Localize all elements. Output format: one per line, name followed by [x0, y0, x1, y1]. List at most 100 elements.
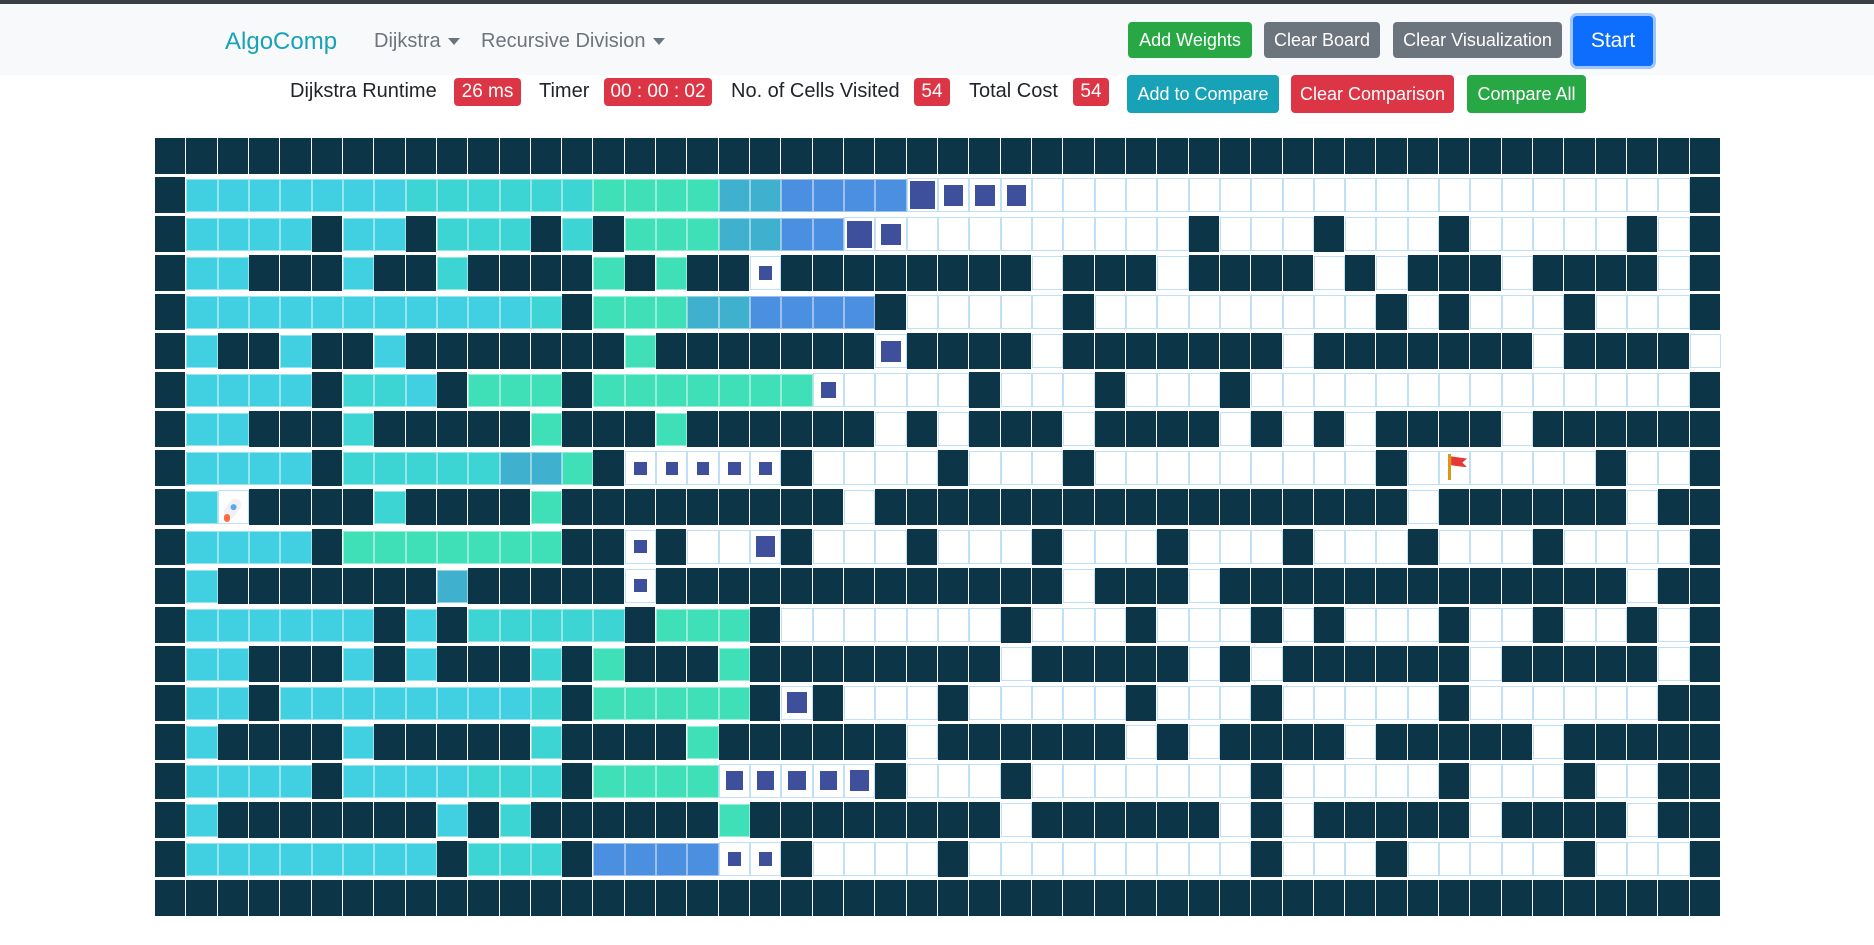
visited-cell[interactable]	[374, 452, 406, 486]
wall-cell[interactable]	[812, 255, 844, 292]
grid-cell[interactable]	[1031, 256, 1064, 291]
wall-cell[interactable]	[155, 762, 186, 799]
visited-cell[interactable]	[374, 335, 406, 369]
wall-cell[interactable]	[844, 723, 875, 760]
grid-cell[interactable]	[1188, 568, 1220, 603]
frontier-cell[interactable]	[634, 539, 647, 554]
grid-cell[interactable]	[1407, 217, 1440, 252]
wall-cell[interactable]	[405, 138, 436, 175]
grid-cell[interactable]	[969, 607, 1001, 642]
wall-cell[interactable]	[1689, 567, 1720, 604]
visited-cell[interactable]	[624, 335, 657, 369]
visited-cell[interactable]	[342, 530, 375, 564]
wall-cell[interactable]	[1063, 645, 1094, 682]
grid-cell[interactable]	[969, 295, 1001, 330]
wall-cell[interactable]	[1470, 723, 1501, 760]
grid-cell[interactable]	[1470, 841, 1502, 876]
grid-cell[interactable]	[1219, 607, 1252, 642]
wall-cell[interactable]	[1407, 255, 1439, 292]
grid-cell[interactable]	[1094, 178, 1126, 213]
grid-cell[interactable]	[1313, 256, 1346, 291]
visited-cell[interactable]	[280, 179, 312, 213]
visited-cell[interactable]	[186, 686, 218, 720]
grid-cell[interactable]	[1658, 607, 1690, 642]
grid-cell[interactable]	[1595, 685, 1628, 720]
visited-cell[interactable]	[342, 725, 375, 759]
visited-cell[interactable]	[436, 569, 469, 603]
wall-cell[interactable]	[155, 528, 186, 565]
grid-cell[interactable]	[1094, 217, 1126, 252]
wall-cell[interactable]	[1627, 255, 1658, 292]
visited-cell[interactable]	[468, 179, 500, 213]
grid-cell[interactable]	[1407, 490, 1440, 525]
wall-cell[interactable]	[562, 723, 593, 760]
wall-cell[interactable]	[781, 450, 812, 487]
grid-cell[interactable]	[1627, 373, 1659, 408]
visited-cell[interactable]	[311, 608, 343, 642]
start-button[interactable]: Start	[1573, 16, 1653, 66]
wall-cell[interactable]	[1219, 489, 1251, 526]
visited-cell[interactable]	[248, 296, 281, 330]
visited-cell[interactable]	[593, 686, 625, 720]
frontier-cell[interactable]	[634, 578, 647, 593]
grid-cell[interactable]	[1063, 178, 1095, 213]
wall-cell[interactable]	[1689, 645, 1720, 682]
grid-cell[interactable]	[969, 841, 1001, 876]
visited-cell[interactable]	[280, 686, 312, 720]
visited-cell[interactable]	[530, 374, 563, 408]
wall-cell[interactable]	[1470, 567, 1501, 604]
grid-cell[interactable]	[1470, 529, 1502, 564]
visited-cell[interactable]	[687, 179, 719, 213]
visited-cell[interactable]	[374, 491, 406, 525]
wall-cell[interactable]	[1094, 567, 1125, 604]
grid-cell[interactable]	[1595, 178, 1628, 213]
visited-cell[interactable]	[186, 413, 218, 447]
grid-cell[interactable]	[1094, 295, 1126, 330]
wall-cell[interactable]	[1533, 489, 1564, 526]
wall-cell[interactable]	[1282, 138, 1313, 175]
grid-cell[interactable]	[1219, 412, 1252, 447]
grid-cell[interactable]	[906, 217, 938, 252]
wall-cell[interactable]	[1407, 333, 1439, 370]
wall-cell[interactable]	[656, 645, 687, 682]
wall-cell[interactable]	[374, 801, 405, 838]
grid-cell[interactable]	[1564, 451, 1596, 486]
grid-cell[interactable]	[1313, 841, 1346, 876]
grid-cell[interactable]	[1125, 295, 1158, 330]
wall-cell[interactable]	[1595, 411, 1627, 448]
grid-cell[interactable]	[1094, 607, 1126, 642]
wall-cell[interactable]	[562, 762, 593, 799]
visited-cell[interactable]	[436, 764, 469, 798]
wall-cell[interactable]	[1125, 255, 1157, 292]
wall-cell[interactable]	[1689, 372, 1720, 409]
grid-cell[interactable]	[1219, 802, 1252, 837]
visited-cell[interactable]	[280, 296, 312, 330]
grid-cell[interactable]	[1094, 841, 1126, 876]
grid-cell[interactable]	[1501, 295, 1534, 330]
wall-cell[interactable]	[1251, 684, 1282, 721]
wall-cell[interactable]	[781, 645, 812, 682]
wall-cell[interactable]	[656, 138, 687, 175]
grid-cell[interactable]	[1125, 451, 1158, 486]
grid-cell[interactable]	[969, 178, 1001, 213]
visited-cell[interactable]	[436, 686, 469, 720]
wall-cell[interactable]	[1313, 216, 1345, 253]
wall-cell[interactable]	[812, 567, 844, 604]
visited-cell[interactable]	[750, 374, 782, 408]
wall-cell[interactable]	[718, 138, 750, 175]
wall-cell[interactable]	[1439, 216, 1470, 253]
wall-cell[interactable]	[687, 411, 718, 448]
grid-cell[interactable]	[1219, 685, 1252, 720]
visited-cell[interactable]	[593, 257, 625, 291]
visited-cell[interactable]	[593, 179, 625, 213]
wall-cell[interactable]	[718, 723, 750, 760]
grid-cell[interactable]	[1000, 295, 1032, 330]
wall-cell[interactable]	[875, 294, 906, 331]
wall-cell[interactable]	[1595, 450, 1627, 487]
wall-cell[interactable]	[280, 645, 311, 682]
grid-cell[interactable]	[1063, 685, 1095, 720]
wall-cell[interactable]	[1564, 879, 1595, 916]
wall-cell[interactable]	[1376, 489, 1407, 526]
wall-cell[interactable]	[1345, 138, 1376, 175]
wall-cell[interactable]	[1689, 411, 1720, 448]
